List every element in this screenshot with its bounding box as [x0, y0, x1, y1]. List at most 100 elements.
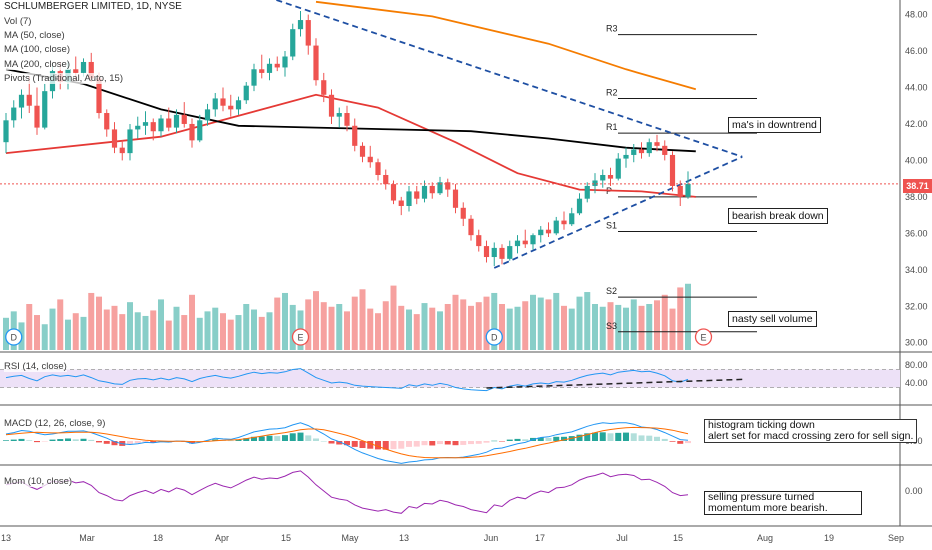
volume-bar	[235, 315, 242, 350]
candle	[290, 29, 296, 57]
candle	[166, 118, 172, 128]
volume-bar	[227, 319, 234, 350]
macd-histogram-bar	[661, 438, 668, 441]
candle	[359, 145, 366, 157]
note-ma-downtrend[interactable]: ma's in downtrend	[728, 117, 821, 133]
volume-bar	[220, 313, 226, 350]
volume-bar	[26, 304, 33, 350]
macd-histogram-bar	[561, 436, 567, 441]
note-bearish-breakdown[interactable]: bearish break down	[728, 208, 828, 224]
note-sell-volume[interactable]: nasty sell volume	[728, 311, 817, 327]
macd-histogram-bar	[390, 441, 397, 450]
price-tick-label: 48.00	[905, 10, 928, 20]
rsi-band	[0, 369, 900, 388]
volume-bar	[406, 309, 412, 350]
volume-bar	[274, 297, 281, 350]
time-tick-label: 19	[824, 533, 834, 543]
candle	[390, 184, 397, 201]
candle	[445, 182, 451, 190]
macd-histogram-bar	[111, 441, 118, 446]
candle	[352, 125, 358, 146]
time-tick-label: 13	[399, 533, 409, 543]
legend-volume: Vol (7)	[4, 16, 32, 27]
macd-histogram-bar	[421, 441, 428, 446]
note-macd[interactable]: histogram ticking down alert set for mac…	[704, 419, 918, 443]
macd-histogram-bar	[57, 439, 64, 441]
event-marker-label: D	[491, 333, 498, 343]
volume-bar	[413, 314, 420, 350]
candle	[553, 220, 559, 234]
candle	[212, 98, 218, 110]
macd-histogram-bar	[452, 441, 459, 446]
macd-histogram-bar	[592, 432, 598, 441]
macd-histogram-bar	[623, 432, 629, 441]
macd-histogram-bar	[615, 432, 622, 441]
legend-ma100: MA (100, close)	[4, 44, 70, 55]
volume-bar	[375, 313, 381, 350]
candle	[34, 105, 40, 128]
volume-bar	[34, 315, 40, 350]
price-tick-label: 44.00	[905, 83, 928, 93]
macd-histogram-bar	[127, 441, 133, 445]
candle	[313, 45, 319, 81]
volume-bar	[530, 294, 536, 350]
macd-histogram-bar	[336, 441, 343, 445]
pivot-label-s3: S3	[606, 321, 617, 331]
candle	[530, 235, 536, 245]
time-tick-label: 13	[1, 533, 11, 543]
note-momentum[interactable]: selling pressure turned momentum more be…	[704, 491, 862, 515]
macd-histogram-bar	[320, 441, 327, 442]
volume-bar	[142, 315, 149, 350]
macd-histogram-bar	[599, 432, 606, 441]
candle	[522, 240, 528, 245]
candle	[615, 158, 621, 179]
volume-bar	[654, 300, 660, 350]
candle	[235, 100, 242, 110]
volume-bar	[189, 294, 195, 350]
macd-histogram-bar	[26, 440, 33, 441]
candle	[135, 125, 141, 130]
candle	[654, 142, 660, 146]
candle	[3, 120, 9, 143]
candle	[592, 180, 598, 186]
candle	[452, 189, 459, 208]
macd-histogram-bar	[491, 440, 498, 442]
candle	[491, 247, 497, 258]
volume-bar	[584, 292, 591, 350]
volume-bar	[661, 294, 668, 350]
candle	[662, 145, 668, 155]
macd-histogram-bar	[654, 436, 660, 441]
volume-bar	[320, 302, 327, 350]
macd-histogram-bar	[18, 438, 25, 441]
candle	[375, 162, 381, 175]
time-tick-label: 17	[535, 533, 545, 543]
candle	[600, 175, 606, 181]
volume-bar	[127, 302, 133, 350]
macd-histogram-bar	[10, 439, 17, 441]
candle	[142, 122, 149, 126]
macd-histogram-bar	[398, 441, 405, 449]
note-macd-line2: alert set for macd crossing zero for sel…	[708, 430, 914, 442]
last-price-tag: 38.71	[903, 179, 932, 193]
price-tick-label: 36.00	[905, 228, 928, 238]
volume-bar	[289, 304, 296, 350]
volume-bar	[514, 306, 521, 350]
candle	[499, 247, 505, 259]
rsi-line	[5, 368, 689, 392]
volume-bar	[599, 306, 606, 350]
macd-histogram-bar	[65, 438, 71, 441]
price-tick-label: 30.00	[905, 338, 928, 348]
candle	[507, 246, 513, 259]
macd-histogram-bar	[576, 434, 583, 441]
macd-histogram-bar	[499, 441, 505, 442]
volume-bar	[553, 292, 560, 350]
macd-histogram-bar	[251, 436, 257, 441]
volume-bar	[367, 308, 374, 350]
macd-histogram-bar	[80, 438, 87, 441]
earnings-marker	[694, 328, 713, 346]
candle	[545, 229, 552, 234]
macd-histogram-bar	[483, 441, 490, 443]
volume-bar	[568, 308, 575, 350]
candle	[189, 123, 195, 141]
